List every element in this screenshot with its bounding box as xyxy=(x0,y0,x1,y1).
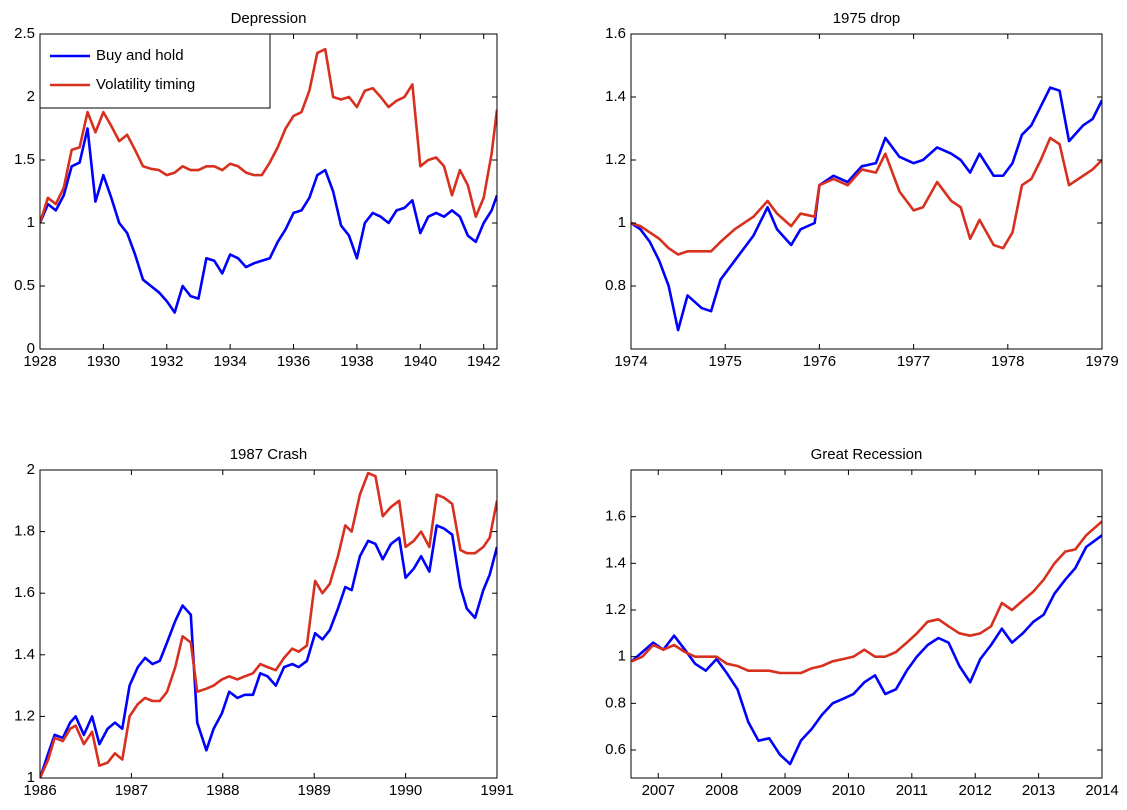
y-tick-label: 0.6 xyxy=(605,741,626,758)
x-tick-label: 1977 xyxy=(897,353,930,370)
series-line xyxy=(631,520,1102,675)
x-tick-label: 2014 xyxy=(1085,782,1118,799)
panel: 0 0.5 1 1.5 2 2.5 1928 1930 1932 1934 1936 1938 1940… xyxy=(14,10,500,370)
x-tick-label: 1932 xyxy=(150,353,183,370)
x-tick-label: 2010 xyxy=(832,782,865,799)
x-tick-label: 2008 xyxy=(705,782,738,799)
y-tick-label: 0.8 xyxy=(605,277,626,294)
series-line xyxy=(631,136,1102,256)
x-tick-label: 1936 xyxy=(277,353,310,370)
x-tick-label: 2012 xyxy=(959,782,992,799)
y-tick-label: 1.5 xyxy=(14,151,35,168)
series-line xyxy=(631,86,1102,332)
chart-title: 1975 drop xyxy=(833,10,901,27)
y-tick-label: 0 xyxy=(27,340,35,357)
y-tick-label: 2 xyxy=(27,88,35,105)
series-line xyxy=(40,127,497,314)
y-tick-label: 1 xyxy=(27,769,35,786)
y-tick-label: 1.4 xyxy=(605,88,626,105)
legend-label: Volatility timing xyxy=(96,76,195,93)
plot-area xyxy=(631,470,1102,778)
y-tick-label: 1.2 xyxy=(605,151,626,168)
y-tick-label: 0.5 xyxy=(14,277,35,294)
x-tick-label: 1978 xyxy=(991,353,1024,370)
x-tick-label: 1940 xyxy=(404,353,437,370)
plot-area xyxy=(631,34,1102,349)
y-tick-label: 1 xyxy=(618,214,626,231)
legend: Buy and hold Volatility timing xyxy=(39,33,271,109)
series-line xyxy=(40,524,497,778)
y-tick-label: 1.8 xyxy=(14,523,35,540)
x-tick-label: 1975 xyxy=(709,353,742,370)
axes-box xyxy=(39,469,498,779)
y-tick-label: 1.4 xyxy=(605,554,626,571)
y-tick-label: 1.6 xyxy=(605,508,626,525)
series-line xyxy=(631,534,1102,766)
legend-box xyxy=(39,33,271,109)
x-tick-label: 1976 xyxy=(803,353,836,370)
y-tick-label: 1.6 xyxy=(605,25,626,42)
x-tick-label: 1987 xyxy=(115,782,148,799)
chart-title: Depression xyxy=(231,10,307,27)
y-tick-label: 1.4 xyxy=(14,646,35,663)
panel: 0.6 0.8 1 1.2 1.4 1.6 2007 2008 2009 2010 2011 2012… xyxy=(605,446,1119,799)
x-tick-label: 2007 xyxy=(642,782,675,799)
panel: 1 1.2 1.4 1.6 1.8 2 1986 1987 1988 1989 1990 1991 19… xyxy=(14,446,514,799)
x-tick-label: 1974 xyxy=(614,353,647,370)
y-tick-label: 2 xyxy=(27,461,35,478)
x-tick-label: 1938 xyxy=(340,353,373,370)
axes-box xyxy=(630,33,1103,350)
plot-area xyxy=(40,470,497,778)
chart-title: Great Recession xyxy=(811,446,923,463)
x-tick-label: 1928 xyxy=(23,353,56,370)
y-tick-label: 1.2 xyxy=(14,707,35,724)
x-tick-label: 1990 xyxy=(389,782,422,799)
y-tick-label: 1.6 xyxy=(14,584,35,601)
x-tick-label: 2013 xyxy=(1022,782,1055,799)
y-tick-label: 1 xyxy=(27,214,35,231)
x-tick-label: 1991 xyxy=(480,782,513,799)
y-tick-label: 2.5 xyxy=(14,25,35,42)
x-tick-label: 2011 xyxy=(896,782,928,799)
series-line xyxy=(40,47,497,224)
axes-box xyxy=(630,469,1103,779)
x-tick-label: 1930 xyxy=(87,353,120,370)
series-line xyxy=(40,471,497,778)
legend-label: Buy and hold xyxy=(96,47,184,64)
x-tick-label: 2009 xyxy=(768,782,801,799)
chart-title: 1987 Crash xyxy=(230,446,308,463)
x-tick-label: 1986 xyxy=(23,782,56,799)
y-tick-label: 1.2 xyxy=(605,601,626,618)
y-tick-label: 1 xyxy=(618,648,626,665)
x-tick-label: 1934 xyxy=(213,353,246,370)
x-tick-label: 1988 xyxy=(206,782,239,799)
y-tick-label: 0.8 xyxy=(605,694,626,711)
x-tick-label: 1989 xyxy=(298,782,331,799)
x-tick-label: 1942 xyxy=(467,353,500,370)
panel: 0.8 1 1.2 1.4 1.6 1974 1975 1976 1977 1978 1979 197… xyxy=(605,10,1119,370)
x-tick-label: 1979 xyxy=(1085,353,1118,370)
